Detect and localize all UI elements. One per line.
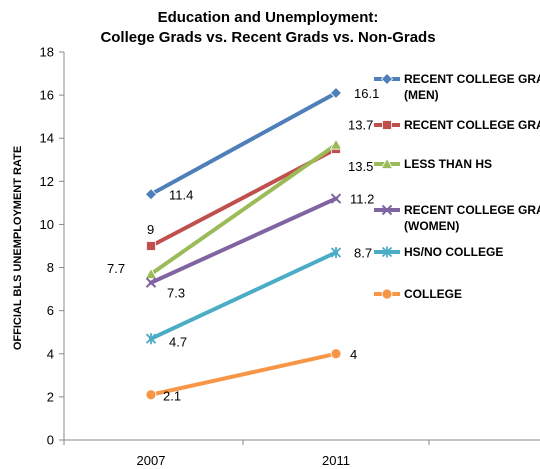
legend-entry-6: COLLEGE — [374, 287, 462, 301]
legend-entry-2: RECENT COLLEGE GRADS — [374, 118, 540, 132]
chart-title-line-1: Education and Unemployment: — [158, 9, 379, 26]
data-label: 11.4 — [169, 187, 193, 202]
legend-label: (WOMEN) — [404, 219, 459, 233]
legend-entry-4: RECENT COLLEGE GRADS (WOMEN) — [374, 203, 540, 233]
legend-marker — [381, 246, 393, 258]
data-point — [330, 348, 342, 360]
data-label: 2.1 — [163, 389, 181, 404]
legend-label: (MEN) — [404, 88, 439, 102]
legend-label: HS/NO COLLEGE — [404, 245, 503, 259]
chart-title-line-2: College Grads vs. Recent Grads vs. Non-G… — [100, 29, 435, 46]
y-tick-label: 4 — [47, 346, 54, 361]
legend-entry-5: HS/NO COLLEGE — [374, 245, 503, 259]
series-3: 7.7 13.7 — [107, 118, 373, 279]
series-1: 11.4 16.1 — [144, 86, 379, 202]
legend-marker — [381, 204, 393, 216]
data-label: 13.5 — [348, 159, 373, 174]
data-point — [145, 333, 157, 345]
data-point — [145, 277, 157, 288]
y-tick-label: 0 — [47, 433, 54, 448]
legend-marker — [381, 288, 393, 300]
data-label: 7.3 — [167, 286, 185, 301]
axes: 0 2 4 6 8 10 12 14 16 18 2007 2011 — [40, 45, 540, 468]
data-label: 13.7 — [348, 118, 373, 133]
y-tick-label: 14 — [40, 131, 54, 146]
series-line — [149, 196, 338, 285]
data-label: 8.7 — [354, 245, 372, 260]
legend-marker — [380, 72, 394, 86]
y-tick-label: 18 — [40, 45, 54, 60]
y-tick-label: 10 — [40, 217, 54, 232]
series-6: 2.14 — [145, 347, 357, 404]
legend-marker — [382, 120, 392, 130]
y-tick-label: 6 — [47, 303, 54, 318]
legend-label: RECENT COLLEGE GRADS — [404, 118, 540, 132]
data-label: 9 — [147, 222, 154, 237]
y-tick-label: 2 — [47, 389, 54, 404]
series-line — [149, 250, 338, 341]
y-tick-label: 8 — [47, 260, 54, 275]
data-point — [144, 188, 158, 201]
legend-label: COLLEGE — [404, 287, 462, 301]
data-label: 4.7 — [169, 335, 187, 350]
x-tick-label: 2011 — [322, 453, 350, 468]
legend: RECENT COLLEGE GRAD(MEN)RECENT COLLEGE G… — [374, 72, 540, 301]
legend-entry-3: LESS THAN HS — [374, 157, 492, 171]
data-point — [329, 138, 343, 150]
data-label: 4 — [350, 347, 357, 362]
y-axis-label: OFFICIAL BLS UNEMPLOYMENT RATE — [12, 146, 24, 350]
data-label: 11.2 — [350, 192, 374, 207]
data-point — [144, 267, 158, 279]
series-5: 4.7 8.7 — [145, 245, 372, 350]
series-line — [149, 351, 338, 397]
data-label: 16.1 — [354, 86, 379, 101]
x-tick-label: 2007 — [137, 453, 166, 468]
y-tick-label: 12 — [40, 174, 54, 189]
data-label: 7.7 — [107, 261, 125, 276]
data-point — [329, 86, 343, 100]
data-point — [145, 389, 157, 401]
data-point — [330, 193, 342, 204]
series-line — [149, 142, 338, 277]
legend-entry-1: RECENT COLLEGE GRAD (MEN) — [374, 72, 540, 102]
legend-label: RECENT COLLEGE GRADS — [404, 203, 540, 217]
legend-marker — [380, 157, 394, 169]
series-line — [149, 90, 338, 197]
series-4: 7.3 11.2 — [145, 192, 374, 301]
legend-label: LESS THAN HS — [404, 157, 492, 171]
legend-label: RECENT COLLEGE GRAD — [404, 72, 540, 86]
y-tick-label: 16 — [40, 88, 54, 103]
data-point — [146, 241, 156, 251]
data-point — [330, 246, 342, 258]
